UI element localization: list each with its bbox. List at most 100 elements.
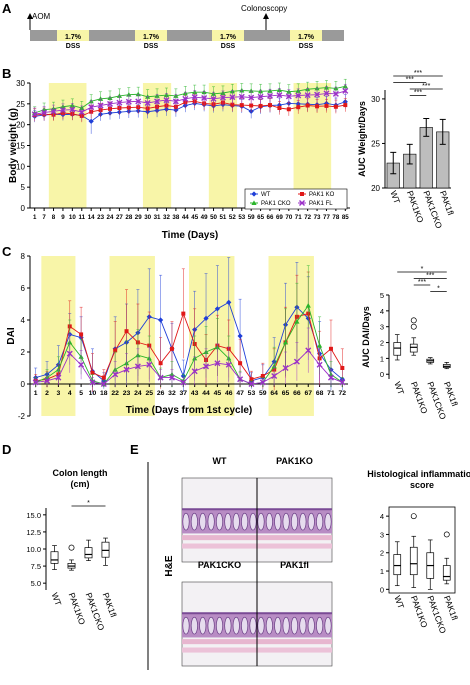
data-point xyxy=(203,315,209,321)
crypt xyxy=(207,512,215,531)
y-tick-label: 25 xyxy=(371,139,380,148)
y-tick-label: 1 xyxy=(380,354,384,363)
data-point xyxy=(191,94,198,101)
data-point xyxy=(305,347,312,354)
crypt xyxy=(215,616,224,635)
legend-label: PAK1 CKO xyxy=(261,201,291,207)
x-tick-label: 71 xyxy=(327,390,335,397)
data-point xyxy=(324,103,329,108)
dss-band xyxy=(268,256,314,416)
y-tick-label: 4 xyxy=(380,307,384,316)
he-stain-image xyxy=(256,477,333,563)
data-point xyxy=(294,319,300,324)
x-tick-label: 4 xyxy=(68,390,72,397)
panel-label-b: B xyxy=(2,66,11,81)
box xyxy=(409,343,418,353)
significance-label: * xyxy=(87,500,90,507)
dss-label: DSS xyxy=(299,43,314,50)
panel-label-c: C xyxy=(2,244,12,259)
data-point xyxy=(214,306,220,312)
x-tick-label: 9 xyxy=(61,214,65,221)
he-stain-image xyxy=(256,581,333,667)
data-point xyxy=(316,361,323,368)
x-tick-label: 22 xyxy=(111,390,119,397)
x-tick-label: 53 xyxy=(248,390,256,397)
x-tick-label: PAK1fl xyxy=(438,189,456,216)
data-point xyxy=(271,373,278,379)
series-line xyxy=(35,304,343,385)
x-tick-label: 44 xyxy=(202,390,210,397)
data-point xyxy=(214,360,221,367)
data-point xyxy=(90,370,95,375)
legend-label: WT xyxy=(261,192,271,198)
crypt xyxy=(324,616,332,635)
crypt xyxy=(290,512,299,531)
x-axis-label: Time (Days) xyxy=(162,230,219,241)
crypt xyxy=(190,616,198,635)
crypt xyxy=(282,616,290,635)
x-tick-label: WT xyxy=(392,380,406,396)
y-axis-label: AUC DAI/Days xyxy=(361,306,371,368)
series-line xyxy=(35,312,343,382)
x-tick-label: 27 xyxy=(116,214,123,221)
x-tick-label: 46 xyxy=(225,390,233,397)
box xyxy=(442,565,451,581)
x-tick-label: 66 xyxy=(267,214,274,221)
legend-marker xyxy=(251,191,257,197)
data-point xyxy=(146,361,153,368)
crypt xyxy=(215,512,224,531)
y-tick-label: 4 xyxy=(21,316,26,325)
x-tick-label: 67 xyxy=(304,390,312,397)
data-point xyxy=(44,377,51,384)
x-tick-label: PAK1fl xyxy=(442,594,460,621)
data-point xyxy=(339,379,346,386)
x-tick-label: 44 xyxy=(182,214,189,221)
aom-arrow-head xyxy=(27,13,33,19)
data-point xyxy=(125,98,132,105)
legend-marker xyxy=(300,192,304,196)
crypt xyxy=(324,512,332,531)
data-point xyxy=(239,103,244,108)
experiment-timeline: AOM Colonoscopy 1.7% DSS 1.7% DSS 1.7% DSS 1.7… xyxy=(27,4,344,50)
y-tick-label: 5.0 xyxy=(31,579,41,588)
x-tick-label: 28 xyxy=(125,214,132,221)
data-point xyxy=(276,92,283,99)
crypt xyxy=(274,512,282,531)
box xyxy=(84,547,93,559)
colonoscopy-label: Colonoscopy xyxy=(241,4,287,13)
significance-label: *** xyxy=(406,77,414,84)
crypt xyxy=(207,616,215,635)
data-point xyxy=(163,97,170,104)
histology-title: WT xyxy=(213,456,227,466)
data-point xyxy=(267,92,273,99)
panel-label-e: E xyxy=(130,442,139,457)
crypt xyxy=(265,512,273,531)
data-point xyxy=(135,98,142,105)
epithelium-edge xyxy=(182,612,257,615)
series-line xyxy=(34,100,346,117)
crypt xyxy=(199,512,207,531)
x-tick-label: 8 xyxy=(52,214,56,221)
significance-label: *** xyxy=(418,279,426,286)
muscle-layer xyxy=(257,639,332,645)
x-tick-label: 10 xyxy=(69,214,76,221)
data-point xyxy=(293,358,300,365)
y-tick-label: 10.0 xyxy=(26,545,41,554)
data-point xyxy=(88,118,94,124)
significance-label: *** xyxy=(426,273,434,280)
x-tick-label: 23 xyxy=(97,214,104,221)
box xyxy=(101,541,110,558)
data-point xyxy=(327,374,334,381)
data-point xyxy=(257,93,264,100)
y-tick-label: -2 xyxy=(18,412,26,421)
dss-label: DSS xyxy=(144,43,159,50)
data-point xyxy=(59,107,66,114)
crypt xyxy=(249,512,257,531)
histology-panel: H&E WT PAK1KO PAK1CKO PAK1fl xyxy=(147,456,333,670)
data-point xyxy=(286,107,291,112)
data-point xyxy=(271,363,277,369)
dss-cycle-band xyxy=(135,30,167,41)
